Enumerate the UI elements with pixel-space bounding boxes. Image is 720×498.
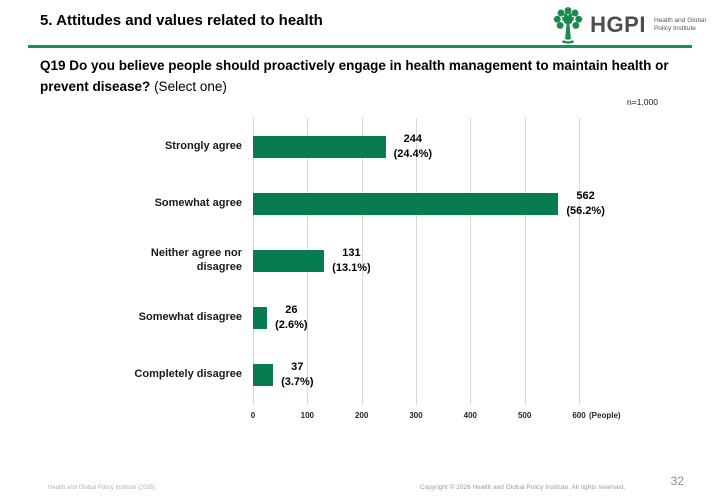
bar [253,135,386,158]
bar-value-label: 244 (24.4%) [393,133,433,160]
gridline [524,118,526,405]
bar-value-label: 562 (56.2%) [566,190,605,217]
x-tick-label: 100 [300,411,315,420]
gridline [416,118,417,405]
question-text: Q19 Do you believe people should proacti… [40,58,669,94]
bar [253,192,559,215]
chart-row: Strongly agree 244 (24.4%) [40,118,690,175]
x-tick-label: 400 [463,411,478,420]
tree-icon [551,6,585,44]
bar-chart: Strongly agree 244 (24.4%) Somewhat agree 56… [40,112,690,422]
x-axis-unit-label: (People) [589,411,621,420]
x-tick-label: 0 [250,411,256,420]
x-tick-label: 200 [354,411,369,420]
bar [253,249,325,272]
x-tick-label: 300 [409,411,423,420]
bar [253,363,274,386]
accent-divider [28,45,692,48]
logo-subtext: Health and Global Policy Institute [653,16,706,32]
chart-row: Somewhat agree 562 (56.2%) [40,175,690,232]
gridline [470,118,472,405]
footer-source: Health and Global Policy Institute (2026… [48,485,156,491]
page-title: 5. Attitudes and values related to healt… [40,12,323,29]
chart-row: Completely disagree 37 (3.7%) [40,346,690,403]
logo-wordmark: HGPI [590,12,646,37]
bar [253,306,268,329]
sample-size-label: n=1,000 [627,97,658,107]
category-label: Completely disagree [134,367,242,380]
x-axis: (People) 0 100 200 300 400 500 600 [250,411,621,425]
chart-row: Somewhat disagree 26 (2.6%) [40,289,690,346]
bar-chart-rows: Strongly agree 244 (24.4%) Somewhat agree 56… [40,118,690,403]
gridline [579,118,580,405]
category-label: Somewhat disagree [138,310,242,323]
x-tick-label: 500 [517,411,532,420]
gridline [361,118,363,405]
category-label: Somewhat agree [154,196,242,209]
page-number: 32 [670,474,684,488]
bar-value-label: 131 (13.1%) [332,247,371,274]
category-label: Neither agree nor disagree [150,246,242,273]
bar-value-label: 26 (2.6%) [275,304,308,331]
bar-value-label: 37 (3.7%) [281,361,314,388]
footer-copyright: Copyright © 2026 Health and Global Polic… [420,484,626,491]
x-tick-label: 600 [572,411,586,420]
hgpi-logo: HGPI Health and Global Policy Institute [551,6,706,44]
category-label: Strongly agree [164,139,242,152]
chart-row: Neither agree nor disagree 131 (13.1%) [40,232,690,289]
